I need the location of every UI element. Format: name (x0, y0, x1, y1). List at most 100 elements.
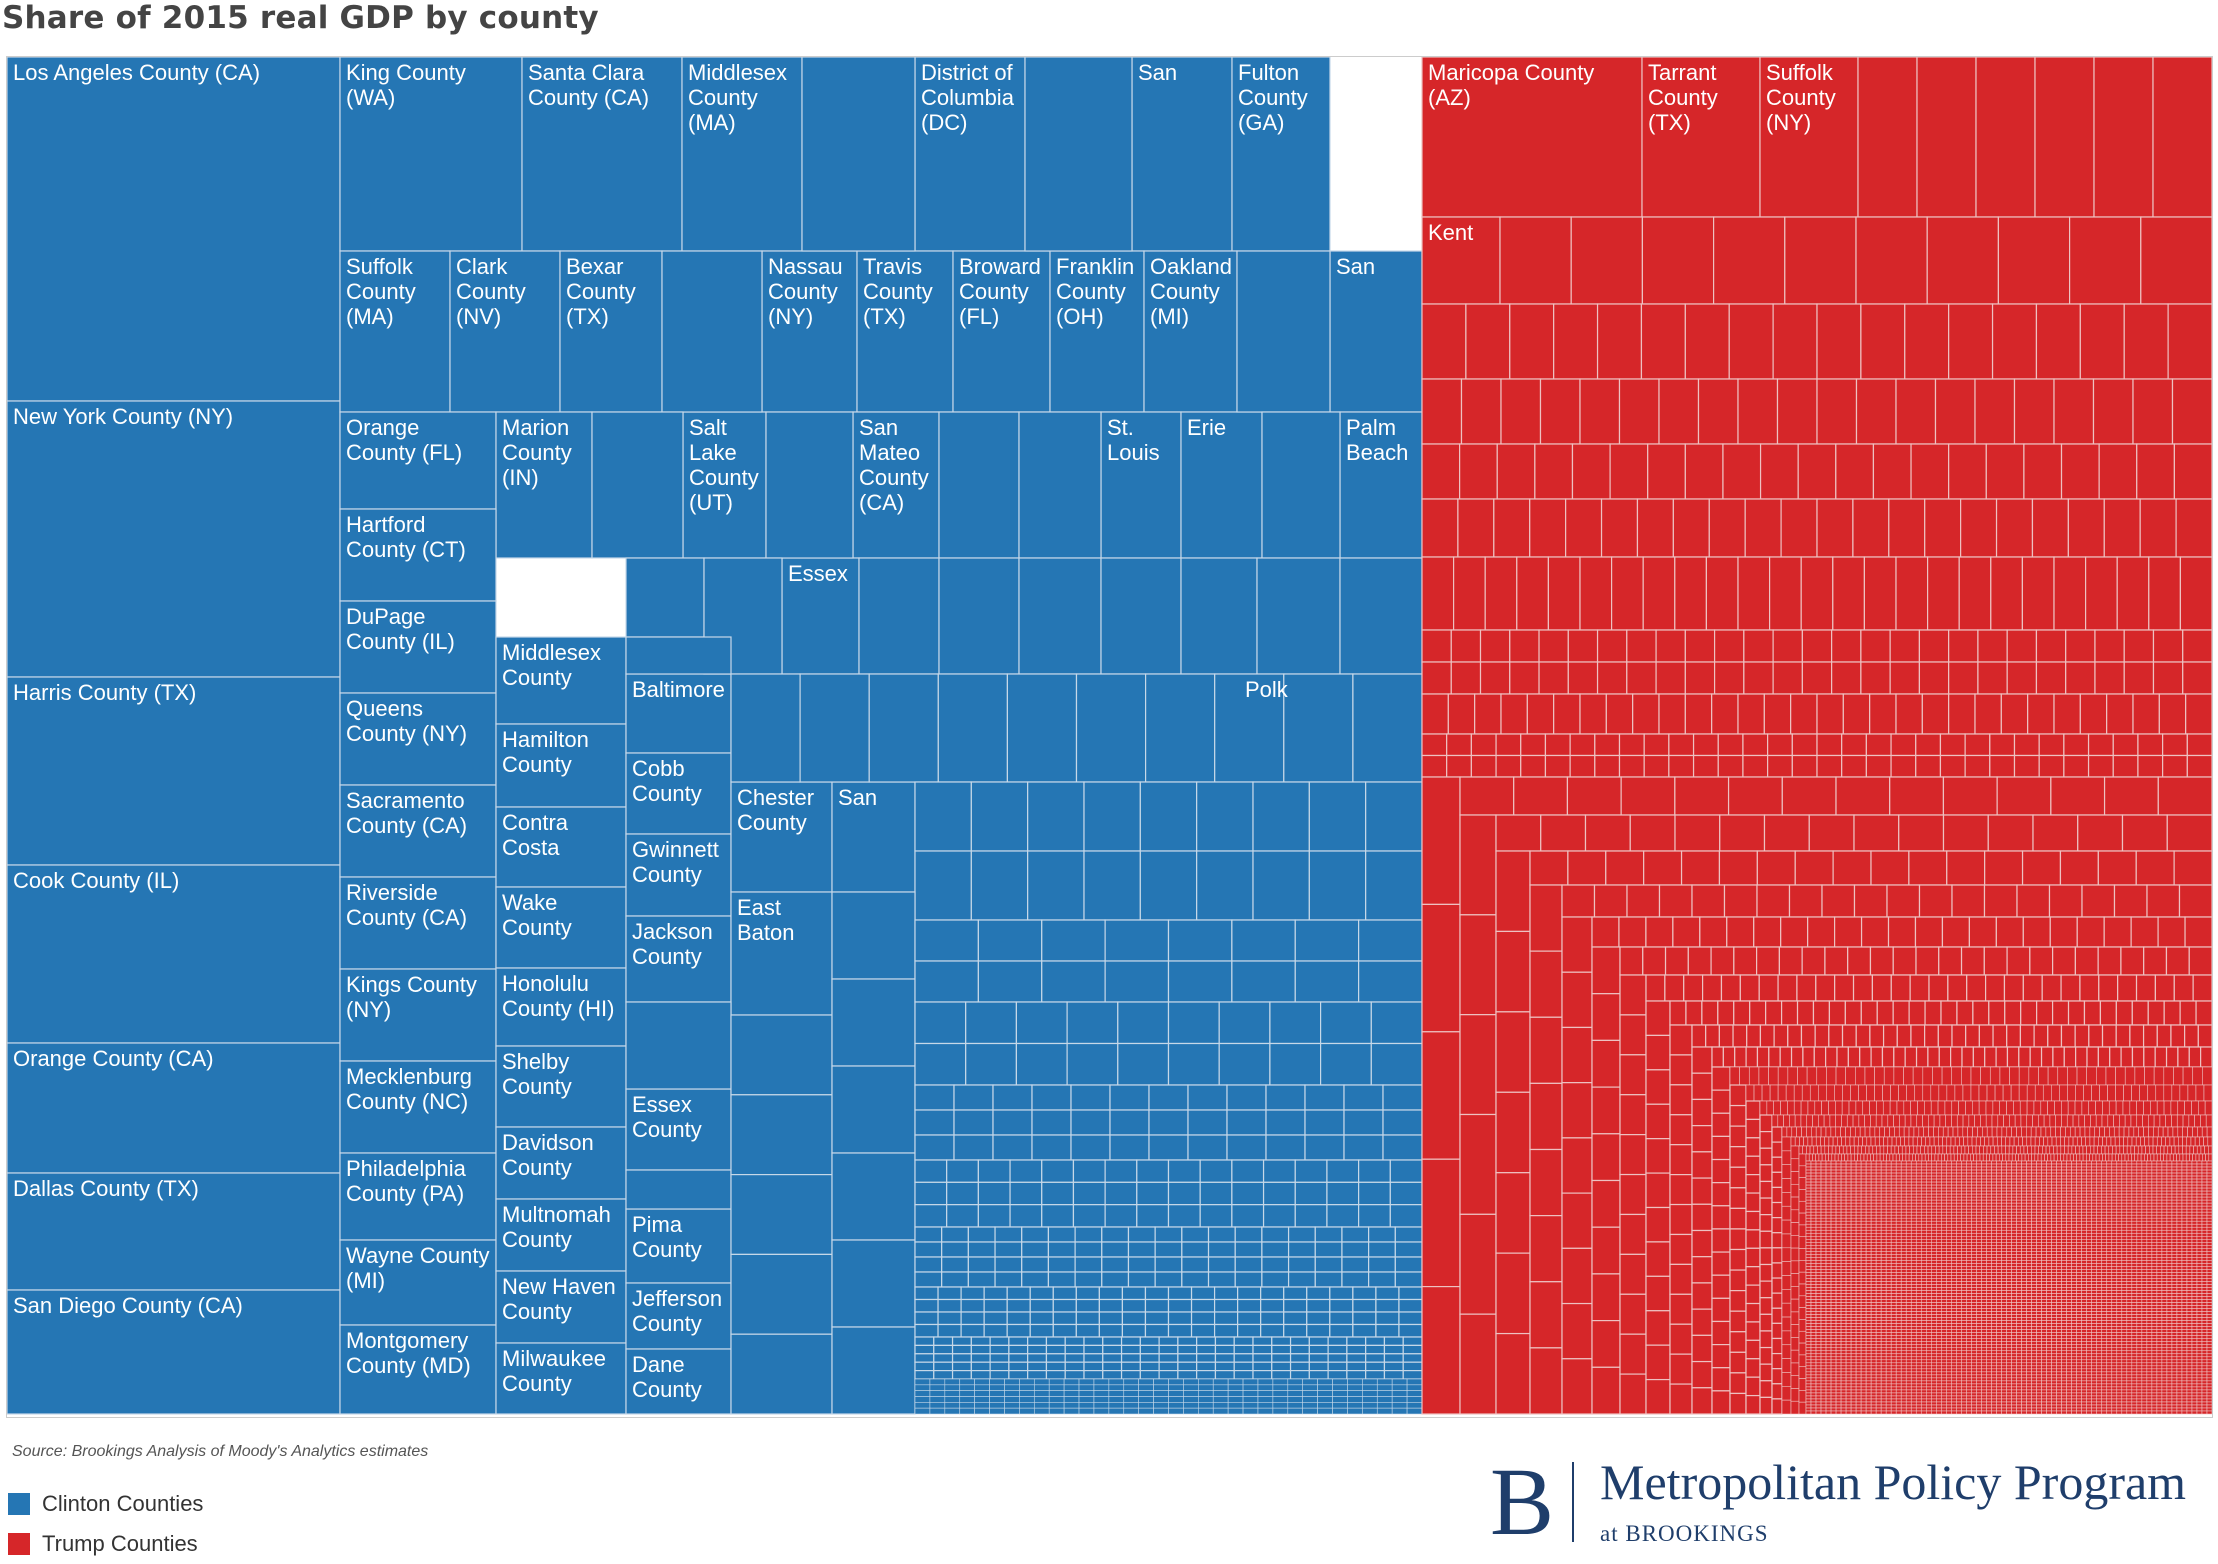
county-tile-2778 (1835, 1181, 1842, 1186)
county-tile-2624 (1875, 1175, 1882, 1180)
county-tile-3330 (2166, 1199, 2173, 1204)
county-tile-810 (1534, 443, 1574, 500)
county-tile-3294 (1986, 1199, 1992, 1204)
county-tile-4733 (1890, 1254, 1897, 1258)
county-tile-2409 (2016, 1166, 2022, 1171)
county-tile-848 (2139, 498, 2177, 558)
county-tile-298 (1287, 1256, 1316, 1273)
county-tile-3523 (1915, 1208, 1922, 1213)
county-tile-4869 (2166, 1257, 2173, 1261)
county-tile-2157 (2057, 1153, 2061, 1162)
county-tile-2379 (1865, 1166, 1872, 1171)
county-tile-1515 (2171, 1084, 2181, 1102)
county-tile-3411 (2166, 1202, 2173, 1207)
county-tile-4299 (2151, 1235, 2158, 1240)
county-tile-708 (1317, 1402, 1333, 1409)
county-tile-3405 (2136, 1202, 2143, 1207)
county-tile-3345 (1835, 1202, 1842, 1207)
county-tile-1252 (1892, 1000, 1910, 1026)
county-tile-3699 (1986, 1214, 1992, 1219)
county-tile-992 (1446, 754, 1472, 778)
county-tile-4870 (2171, 1257, 2178, 1261)
county-tile-3183 (1835, 1196, 1842, 1201)
county-tile-1060 (2032, 814, 2079, 852)
county-tile-4114 (2036, 1229, 2042, 1234)
county-tile-4494 (1910, 1245, 1917, 1249)
county-tile-1230 (1645, 1138, 1671, 1174)
county-tile-330 (1098, 1286, 1124, 1301)
county-tile-1480 (1890, 1084, 1899, 1102)
county-tile-1696 (2205, 1114, 2212, 1128)
county-tile-4285 (2081, 1235, 2087, 1240)
county-tile-2872 (1900, 1184, 1907, 1189)
county-tile-1132 (1753, 916, 1782, 948)
county-tile-1638 (1870, 1114, 1877, 1128)
county-tile-469 (1008, 1353, 1029, 1363)
county-tile-423 (1158, 1336, 1179, 1346)
county-tile-3053 (1996, 1190, 2002, 1195)
county-tile-2715 (1925, 1178, 1932, 1183)
county-tile-687 (1004, 1402, 1020, 1409)
county-tile-4856 (2101, 1257, 2108, 1261)
county-tile-2694 (1820, 1178, 1827, 1183)
county-tile-2359 (2171, 1163, 2178, 1168)
county-tile-908 (1596, 661, 1628, 695)
county-tile-3041 (1936, 1190, 1942, 1195)
county-tile-3948 (2016, 1223, 2022, 1228)
county-tile-627 (1123, 1390, 1139, 1397)
county-tile-3433 (1870, 1205, 1877, 1210)
county-tile-1094 (1529, 1215, 1563, 1283)
county-tile-952 (2027, 693, 2055, 735)
county-tile-177 (1109, 1109, 1150, 1136)
county-tile-4658 (1920, 1251, 1927, 1255)
county-tile-4450 (2096, 1242, 2103, 1246)
county-tile-2114 (1918, 1153, 1923, 1162)
county-tile-3858 (1971, 1220, 1977, 1225)
county-tile-1267 (2131, 1000, 2149, 1026)
county-tile-3166 (2156, 1193, 2163, 1198)
county-tile-2570 (2011, 1172, 2017, 1177)
county-tile-540 (1327, 1369, 1348, 1380)
county-tile-2334 (2046, 1163, 2052, 1168)
county-tile-3162 (2136, 1193, 2143, 1198)
county-tile-1753 (1962, 1126, 1968, 1138)
county-tile-1318 (2142, 1024, 2158, 1048)
county-tile-2452 (1825, 1169, 1832, 1174)
county-tile-4679 (2026, 1251, 2032, 1255)
county-tile-1601 (2198, 1100, 2206, 1116)
county-tile-2616 (1835, 1175, 1842, 1180)
county-tile-637 (1272, 1390, 1289, 1397)
county-tile-1174 (1960, 946, 1985, 976)
county-tile-1703 (1771, 1217, 1783, 1234)
county-tile-2675 (2131, 1175, 2138, 1180)
county-tile-737 (1242, 1407, 1259, 1415)
county-tile-3484 (2126, 1205, 2133, 1210)
county-tile-622 (1048, 1390, 1065, 1397)
county-tile-1147 (2157, 916, 2186, 948)
county-tile-2845 (2171, 1181, 2178, 1186)
county-tile-2241 (1986, 1160, 1992, 1165)
county-tile-2247 (2016, 1160, 2022, 1165)
county-tile-2096 (1860, 1153, 1865, 1162)
county-tile-698 (1168, 1402, 1184, 1409)
county-tile-2975 (2011, 1187, 2017, 1192)
county-tile-3413 (2176, 1202, 2183, 1207)
county-tile-2777 (1830, 1181, 1837, 1186)
county-tile-3258 (1805, 1199, 1812, 1204)
county-tile-548 (959, 1378, 975, 1386)
county-tile-1489 (1962, 1084, 1972, 1102)
county-tile-3365 (1936, 1202, 1942, 1207)
county-tile-997 (1569, 754, 1596, 778)
county-tile-703 (1242, 1402, 1259, 1409)
county-tile-3556 (2081, 1208, 2087, 1213)
county-tile-3362 (1920, 1202, 1927, 1207)
county-tile-2839 (2141, 1181, 2148, 1186)
county-tile-3497 (2191, 1205, 2198, 1210)
county-tile-903 (1450, 661, 1482, 695)
county-tile-4851 (2076, 1257, 2082, 1261)
county-tile-1257 (1972, 1000, 1990, 1026)
county-tile-3210 (1971, 1196, 1977, 1201)
county-tile-2147 (2024, 1153, 2029, 1162)
county-tile-3538 (1991, 1208, 1997, 1213)
county-tile-63 (801, 57, 916, 252)
